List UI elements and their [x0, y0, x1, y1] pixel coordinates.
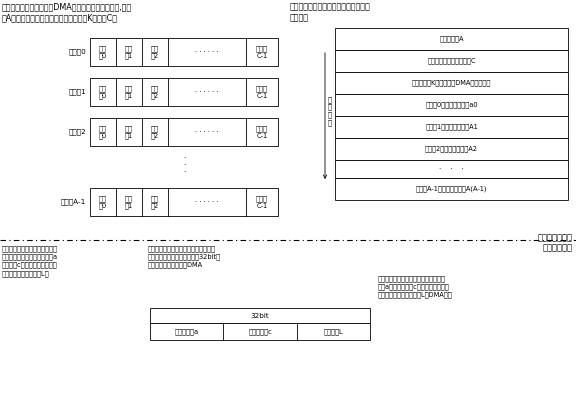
Text: 子分块
C-1: 子分块 C-1: [256, 45, 268, 59]
Text: 内存块A-1: 内存块A-1: [60, 198, 86, 205]
Text: 子分
块2: 子分 块2: [151, 85, 159, 99]
Text: 子分
块1: 子分 块1: [125, 45, 133, 59]
Text: 子分
块1: 子分 块1: [125, 85, 133, 99]
Bar: [335, 178, 568, 200]
Text: 内存块0的起始物理地址a0: 内存块0的起始物理地址a0: [425, 102, 478, 108]
Text: 子分
块1: 子分 块1: [125, 125, 133, 139]
Bar: [335, 50, 568, 72]
Text: 初始化第一步：分配下行DMA存储数据所用物理内存,数量
为A，各内存块为连续内存块并按照长度K各分为C块: 初始化第一步：分配下行DMA存储数据所用物理内存,数量 为A，各内存块为连续内存…: [2, 2, 132, 23]
Bar: [90, 38, 278, 66]
Text: 子分块
C-1: 子分块 C-1: [256, 85, 268, 99]
Text: 内存块数量A: 内存块数量A: [439, 36, 464, 42]
Text: 单次下行传输第二步：将内存块序号和
子分块序号以及数据长度组成32bit写
入设备指定寄存器发起DMA: 单次下行传输第二步：将内存块序号和 子分块序号以及数据长度组成32bit写 入设…: [148, 245, 221, 268]
Bar: [150, 308, 370, 323]
Text: 子分
块0: 子分 块0: [99, 125, 107, 139]
Text: ·: ·: [183, 162, 185, 168]
Text: 子分块
C-1: 子分块 C-1: [256, 126, 268, 139]
Bar: [90, 188, 278, 216]
Text: 单次下行传输第一步：选用一块
未使用的内存子分块（内存块a
的子分块c）拷贝到入要传输的
下行数据（数据长度为L）: 单次下行传输第一步：选用一块 未使用的内存子分块（内存块a 的子分块c）拷贝到入…: [2, 245, 58, 277]
Bar: [335, 28, 568, 50]
Text: · · · · · ·: · · · · · ·: [195, 129, 219, 135]
Text: 驱动工作阶段: 驱动工作阶段: [543, 243, 573, 252]
Text: 单次下行传输第三步：设备根据内存块
序号a和子分块序号c计算出子分块的物
理地址，发起数据长度为L的DMA请求: 单次下行传输第三步：设备根据内存块 序号a和子分块序号c计算出子分块的物 理地址…: [378, 275, 453, 298]
Text: · · · · · ·: · · · · · ·: [195, 199, 219, 205]
Text: 子分
块0: 子分 块0: [99, 45, 107, 59]
Text: 子分
块0: 子分 块0: [99, 195, 107, 209]
Text: · · · · · ·: · · · · · ·: [195, 89, 219, 95]
Text: 子分块序号c: 子分块序号c: [248, 328, 272, 335]
Text: 写
入
设
备: 写 入 设 备: [328, 96, 332, 126]
Bar: [335, 116, 568, 138]
Text: 内存块2: 内存块2: [68, 129, 86, 135]
Bar: [150, 323, 370, 340]
Bar: [335, 72, 568, 94]
Text: ·    ·    ·: · · ·: [439, 166, 464, 172]
Text: 每个内存块的子分块数量C: 每个内存块的子分块数量C: [427, 58, 476, 64]
Text: 内存块序号a: 内存块序号a: [175, 328, 199, 335]
Text: 内存块1的起始物理地址A1: 内存块1的起始物理地址A1: [425, 124, 478, 130]
Text: 内存块A-1的起始物理地址A(A-1): 内存块A-1的起始物理地址A(A-1): [416, 186, 487, 192]
Text: 数据长度L: 数据长度L: [324, 328, 343, 335]
Text: 子分
块2: 子分 块2: [151, 195, 159, 209]
Text: 驱动初始化阶段: 驱动初始化阶段: [538, 233, 573, 242]
Text: 子分块
C-1: 子分块 C-1: [256, 195, 268, 209]
Text: 子分
块1: 子分 块1: [125, 195, 133, 209]
Text: ·: ·: [183, 169, 185, 175]
Text: 子分块长度K（最大单次DMA传输长度）: 子分块长度K（最大单次DMA传输长度）: [412, 80, 491, 86]
Bar: [90, 78, 278, 106]
Text: 内存块0: 内存块0: [68, 49, 86, 55]
Bar: [335, 160, 568, 178]
Text: 子分
块2: 子分 块2: [151, 125, 159, 139]
Text: 初始化第二步：将分配的物理内存信息
写入设备: 初始化第二步：将分配的物理内存信息 写入设备: [290, 2, 371, 23]
Text: 子分
块0: 子分 块0: [99, 85, 107, 99]
Text: 32bit: 32bit: [251, 312, 270, 318]
Text: 子分
块2: 子分 块2: [151, 45, 159, 59]
Text: ·: ·: [183, 155, 185, 161]
Bar: [90, 118, 278, 146]
Text: 内存块2的起始物理地址A2: 内存块2的起始物理地址A2: [425, 146, 478, 152]
Bar: [335, 138, 568, 160]
Bar: [335, 94, 568, 116]
Text: · · · · · ·: · · · · · ·: [195, 49, 219, 55]
Text: 内存块1: 内存块1: [68, 89, 86, 95]
